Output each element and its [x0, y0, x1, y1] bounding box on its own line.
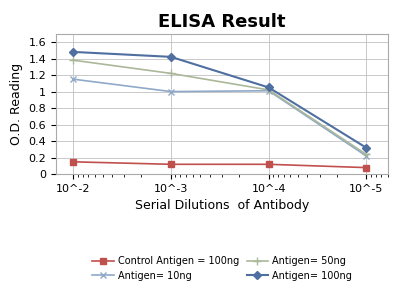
Antigen= 50ng	[71, 58, 76, 62]
Antigen= 100ng	[364, 146, 369, 149]
Antigen= 10ng	[266, 89, 271, 92]
Line: Antigen= 50ng: Antigen= 50ng	[69, 56, 370, 158]
Antigen= 100ng	[168, 55, 173, 58]
Antigen= 50ng	[364, 153, 369, 156]
Title: ELISA Result: ELISA Result	[158, 13, 286, 31]
Antigen= 50ng	[266, 88, 271, 92]
Y-axis label: O.D. Reading: O.D. Reading	[10, 63, 23, 145]
Control Antigen = 100ng	[168, 163, 173, 166]
Antigen= 100ng	[71, 50, 76, 54]
Line: Antigen= 10ng: Antigen= 10ng	[70, 76, 370, 160]
Control Antigen = 100ng	[71, 160, 76, 164]
Antigen= 10ng	[71, 78, 76, 81]
Antigen= 100ng	[266, 86, 271, 89]
Antigen= 10ng	[168, 90, 173, 93]
Line: Antigen= 100ng: Antigen= 100ng	[70, 49, 369, 151]
Control Antigen = 100ng	[266, 163, 271, 166]
X-axis label: Serial Dilutions  of Antibody: Serial Dilutions of Antibody	[135, 200, 309, 212]
Line: Control Antigen = 100ng: Control Antigen = 100ng	[70, 159, 369, 170]
Legend: Control Antigen = 100ng, Antigen= 10ng, Antigen= 50ng, Antigen= 100ng: Control Antigen = 100ng, Antigen= 10ng, …	[88, 252, 356, 281]
Antigen= 50ng	[168, 72, 173, 75]
Control Antigen = 100ng	[364, 166, 369, 169]
Antigen= 10ng	[364, 154, 369, 158]
